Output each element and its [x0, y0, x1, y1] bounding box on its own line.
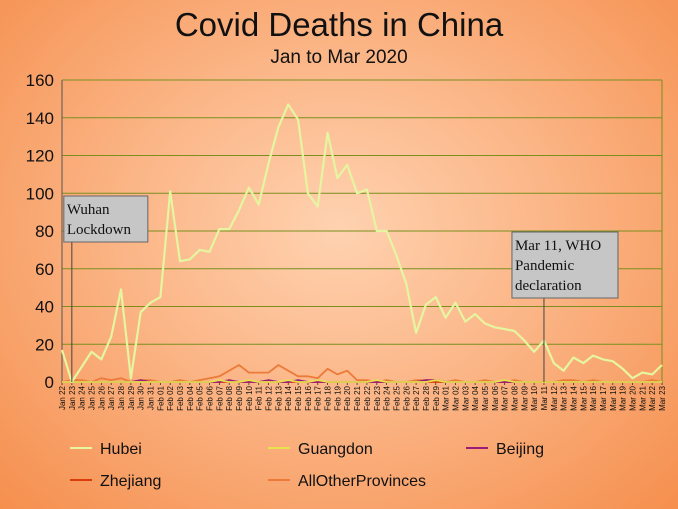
grid-lines: [62, 79, 662, 383]
x-tick-label: Mar 06: [491, 385, 500, 410]
x-tick-label: Mar 11: [540, 385, 549, 410]
x-tick-label: Feb 02: [166, 385, 175, 410]
x-tick-label: Feb 17: [314, 385, 323, 410]
x-tick-label: Feb 23: [373, 385, 382, 410]
x-tick-label: Mar 14: [569, 385, 578, 410]
x-tick-label: Mar 03: [461, 385, 470, 410]
x-tick-label: Feb 18: [324, 385, 333, 410]
x-tick-label: Mar 04: [471, 385, 480, 410]
x-tick-label: Mar 18: [609, 385, 618, 410]
x-tick-label: Mar 12: [550, 385, 559, 410]
y-tick-label: 140: [26, 109, 54, 128]
series-line-allotherprovinces: [61, 364, 663, 383]
x-tick-label: Feb 08: [225, 385, 234, 410]
legend-label-beijing: Beijing: [496, 441, 544, 458]
x-tick-label: Feb 29: [432, 385, 441, 410]
x-tick-label: Feb 05: [196, 385, 205, 410]
x-tick-label: Feb 25: [392, 385, 401, 410]
y-tick-label: 40: [35, 298, 54, 317]
annotation-text: Mar 11, WHO: [515, 238, 601, 254]
x-tick-label: Mar 05: [481, 385, 490, 410]
x-tick-label: Feb 24: [383, 385, 392, 410]
annotation-box: [511, 231, 619, 299]
y-tick-label: 80: [35, 222, 54, 241]
legend-label-guangdon: Guangdon: [298, 441, 373, 458]
y-tick-label: 0: [45, 373, 54, 392]
x-tick-label: Feb 14: [284, 385, 293, 410]
x-tick-label: Feb 12: [265, 385, 274, 410]
x-tick-label: Mar 08: [510, 385, 519, 410]
annotation-text: Wuhan: [67, 202, 110, 218]
x-tick-label: Feb 06: [206, 385, 215, 410]
x-tick-label: Feb 01: [156, 385, 165, 410]
x-tick-label: Jan 28: [117, 385, 126, 410]
x-tick-label: Feb 19: [333, 385, 342, 410]
x-tick-label: Feb 26: [402, 385, 411, 410]
annotation-text: declaration: [515, 278, 582, 294]
x-tick-label: Feb 11: [255, 385, 264, 410]
series-line-hubei: [60, 103, 663, 384]
x-tick-label: Feb 13: [274, 385, 283, 410]
x-tick-label: Mar 13: [560, 385, 569, 410]
x-tick-label: Mar 15: [579, 385, 588, 410]
x-tick-label: Feb 27: [412, 385, 421, 410]
x-tick-label: Jan 26: [97, 385, 106, 410]
x-tick-label: Feb 03: [176, 385, 185, 410]
chart-title: Covid Deaths in China: [175, 6, 504, 43]
x-tick-label: Mar 07: [501, 385, 510, 410]
x-tick-label: Mar 23: [658, 385, 667, 410]
annotation-box: [63, 195, 149, 243]
legend-label-zhejiang: Zhejiang: [100, 473, 161, 490]
x-tick-label: Jan 30: [137, 385, 146, 410]
x-tick-label: Feb 16: [304, 385, 313, 410]
x-tick-label: Feb 07: [215, 385, 224, 410]
x-tick-label: Mar 17: [599, 385, 608, 410]
x-tick-label: Mar 20: [628, 385, 637, 410]
y-tick-label: 160: [26, 71, 54, 90]
x-tick-label: Jan 24: [78, 385, 87, 410]
series-line-guangdon: [62, 379, 662, 383]
x-tick-label: Mar 10: [530, 385, 539, 410]
x-tick-label: Jan 31: [147, 385, 156, 410]
annotations: Wuhan Lockdown Mar 11, WHO Pandemic declarat…: [63, 195, 619, 382]
chart-subtitle: Jan to Mar 2020: [270, 47, 407, 68]
x-tick-label: Mar 19: [619, 385, 628, 410]
x-tick-label: Feb 22: [363, 385, 372, 410]
y-tick-label: 20: [35, 335, 54, 354]
x-tick-label: Feb 20: [343, 385, 352, 410]
annotation-text: Pandemic: [515, 258, 574, 274]
x-tick-label: Jan 23: [68, 385, 77, 410]
x-tick-label: Feb 28: [422, 385, 431, 410]
x-tick-label: Feb 15: [294, 385, 303, 410]
y-tick-label: 120: [26, 147, 54, 166]
x-tick-label: Mar 02: [451, 385, 460, 410]
x-tick-label: Mar 01: [442, 385, 451, 410]
x-tick-label: Mar 21: [638, 385, 647, 410]
legend-label-hubei: Hubei: [100, 441, 142, 458]
series-lines: [60, 103, 663, 384]
x-tick-label: Feb 04: [186, 385, 195, 410]
x-tick-label: Mar 09: [520, 385, 529, 410]
legend-label-allotherprovinces: AllOtherProvinces: [298, 473, 426, 490]
x-tick-label: Jan 22: [58, 385, 67, 410]
x-tick-label: Jan 25: [88, 385, 97, 410]
x-tick-label: Jan 29: [127, 385, 136, 410]
x-tick-label: Feb 09: [235, 385, 244, 410]
legend: Hubei Guangdon Beijing Zhejiang AllOtherProv…: [70, 441, 544, 490]
annotation-text: Lockdown: [67, 222, 132, 238]
x-tick-label: Feb 21: [353, 385, 362, 410]
x-tick-label: Feb 10: [245, 385, 254, 410]
x-tick-label: Mar 16: [589, 385, 598, 410]
x-tick-label: Mar 22: [648, 385, 657, 410]
y-tick-label: 100: [26, 184, 54, 203]
x-tick-label: Jan 27: [107, 385, 116, 410]
y-tick-label: 60: [35, 260, 54, 279]
